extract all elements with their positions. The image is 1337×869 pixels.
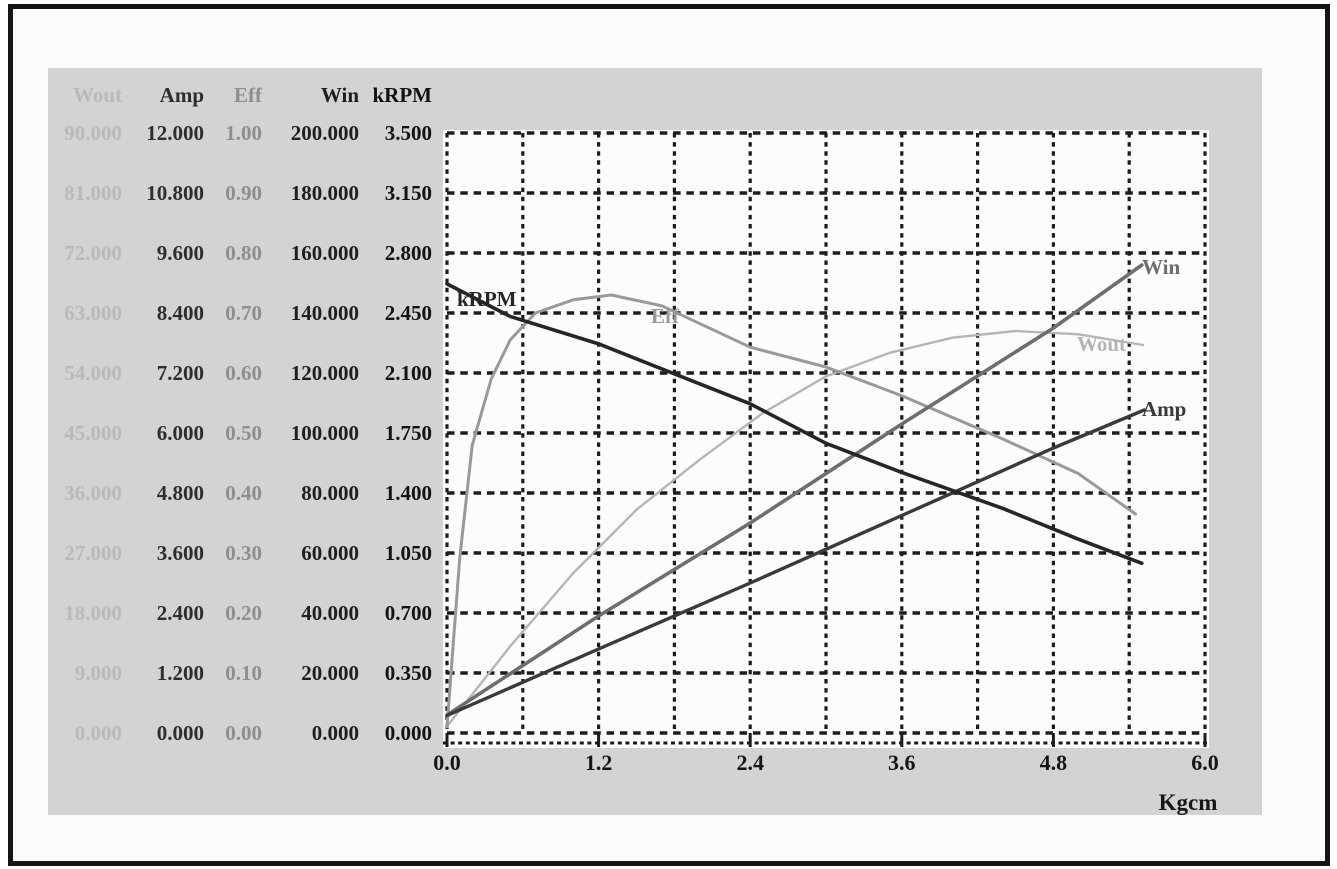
plot-area: Wout Eff Win Amp kRPM <box>443 130 1209 748</box>
scale-table: Wout Amp Eff Win kRPM 90.000 12.000 1.00 200.00… <box>48 68 443 815</box>
table-cell-win: 20.000 <box>301 661 359 685</box>
krpm-curve-label: kRPM <box>457 287 517 311</box>
wout-curve <box>445 329 1145 728</box>
table-cell-eff: 0.70 <box>225 301 262 325</box>
table-cell-eff: 0.30 <box>225 541 262 565</box>
x-tick-label: 4.8 <box>1039 750 1068 775</box>
table-row: 81.000 10.800 0.90 180.000 3.150 <box>48 163 438 223</box>
table-cell-amp: 8.400 <box>156 301 204 325</box>
table-row: 72.000 9.600 0.80 160.000 2.800 <box>48 223 438 283</box>
x-tick-label: 0.0 <box>433 750 461 775</box>
table-cell-eff: 0.20 <box>225 601 262 625</box>
table-cell-amp: 9.600 <box>156 241 204 265</box>
table-cell-amp: 1.200 <box>156 661 204 685</box>
table-cell-wout: 63.000 <box>64 301 122 325</box>
table-cell-eff: 0.00 <box>225 721 262 745</box>
x-axis-label: Kgcm <box>1158 790 1218 815</box>
table-cell-eff: 0.80 <box>225 241 262 265</box>
table-cell-wout: 18.000 <box>64 601 122 625</box>
table-cell-krpm: 0.000 <box>384 721 432 745</box>
table-cell-amp: 2.400 <box>156 601 204 625</box>
column-header-win: Win <box>320 83 359 107</box>
table-row: 18.000 2.400 0.20 40.000 0.700 <box>48 583 438 643</box>
table-cell-krpm: 1.400 <box>384 481 432 505</box>
eff-curve <box>445 293 1138 729</box>
column-header-wout: Wout <box>72 83 122 107</box>
krpm-curve <box>445 282 1144 566</box>
x-tick-label: 2.4 <box>736 750 764 775</box>
table-cell-wout: 54.000 <box>64 361 122 385</box>
table-cell-win: 160.000 <box>290 241 359 265</box>
table-cell-amp: 3.600 <box>156 541 204 565</box>
table-cell-krpm: 0.700 <box>384 601 432 625</box>
table-cell-krpm: 0.350 <box>384 661 432 685</box>
table-cell-amp: 12.000 <box>146 121 204 145</box>
chart-grid-and-curves <box>443 131 1209 747</box>
table-row: 36.000 4.800 0.40 80.000 1.400 <box>48 463 438 523</box>
table-cell-amp: 4.800 <box>156 481 204 505</box>
table-cell-win: 200.000 <box>290 121 359 145</box>
x-tick-label: 3.6 <box>888 750 916 775</box>
table-cell-win: 180.000 <box>290 181 359 205</box>
table-cell-win: 100.000 <box>290 421 359 445</box>
table-cell-amp: 0.000 <box>156 721 204 745</box>
table-cell-krpm: 3.150 <box>384 181 432 205</box>
table-cell-wout: 81.000 <box>64 181 122 205</box>
table-cell-win: 40.000 <box>301 601 359 625</box>
table-cell-eff: 0.50 <box>225 421 262 445</box>
table-row: 0.000 0.000 0.00 0.000 0.000 <box>48 703 438 763</box>
table-cell-krpm: 2.450 <box>384 301 432 325</box>
table-cell-win: 60.000 <box>301 541 359 565</box>
table-row: 63.000 8.400 0.70 140.000 2.450 <box>48 283 438 343</box>
table-cell-amp: 7.200 <box>156 361 204 385</box>
table-cell-eff: 0.90 <box>225 181 262 205</box>
table-row: 45.000 6.000 0.50 100.000 1.750 <box>48 403 438 463</box>
x-axis-ticks: 0.0 1.2 2.4 3.6 4.8 6.0 <box>433 750 1219 780</box>
column-header-amp: Amp <box>159 83 204 107</box>
table-cell-eff: 1.00 <box>225 121 262 145</box>
table-cell-wout: 72.000 <box>64 241 122 265</box>
table-cell-win: 0.000 <box>311 721 359 745</box>
amp-curve <box>445 408 1147 718</box>
table-cell-krpm: 2.100 <box>384 361 432 385</box>
table-cell-krpm: 3.500 <box>384 121 432 145</box>
wout-curve-label: Wout <box>1077 332 1127 356</box>
table-cell-wout: 0.000 <box>74 721 122 745</box>
amp-curve-label: Amp <box>1142 397 1187 421</box>
table-cell-wout: 36.000 <box>64 481 122 505</box>
figure-frame: Wout Amp Eff Win kRPM 90.000 12.000 1.00 200.00… <box>8 4 1330 866</box>
table-row: 9.000 1.200 0.10 20.000 0.350 <box>48 643 438 703</box>
table-cell-win: 80.000 <box>301 481 359 505</box>
table-cell-eff: 0.60 <box>225 361 262 385</box>
win-curve-label: Win <box>1142 255 1181 279</box>
table-cell-krpm: 1.050 <box>384 541 432 565</box>
table-row: 27.000 3.600 0.30 60.000 1.050 <box>48 523 438 583</box>
eff-curve-label: Eff <box>651 304 679 328</box>
table-cell-win: 120.000 <box>290 361 359 385</box>
table-cell-wout: 27.000 <box>64 541 122 565</box>
column-header-krpm: kRPM <box>372 83 433 107</box>
scale-table-header: Wout Amp Eff Win kRPM <box>48 75 438 115</box>
table-cell-krpm: 2.800 <box>384 241 432 265</box>
x-tick-label: 6.0 <box>1191 750 1219 775</box>
table-row: 54.000 7.200 0.60 120.000 2.100 <box>48 343 438 403</box>
x-tick-label: 1.2 <box>584 750 613 775</box>
win-curve <box>445 263 1144 717</box>
chart-panel: Wout Amp Eff Win kRPM 90.000 12.000 1.00 200.00… <box>48 68 1262 815</box>
table-cell-wout: 90.000 <box>64 121 122 145</box>
table-cell-amp: 10.800 <box>146 181 204 205</box>
table-cell-krpm: 1.750 <box>384 421 432 445</box>
table-cell-amp: 6.000 <box>156 421 204 445</box>
column-header-eff: Eff <box>234 83 262 107</box>
table-cell-eff: 0.40 <box>225 481 262 505</box>
table-cell-eff: 0.10 <box>225 661 262 685</box>
table-cell-wout: 9.000 <box>74 661 122 685</box>
table-row: 90.000 12.000 1.00 200.000 3.500 <box>48 103 438 163</box>
table-cell-wout: 45.000 <box>64 421 122 445</box>
table-cell-win: 140.000 <box>290 301 359 325</box>
